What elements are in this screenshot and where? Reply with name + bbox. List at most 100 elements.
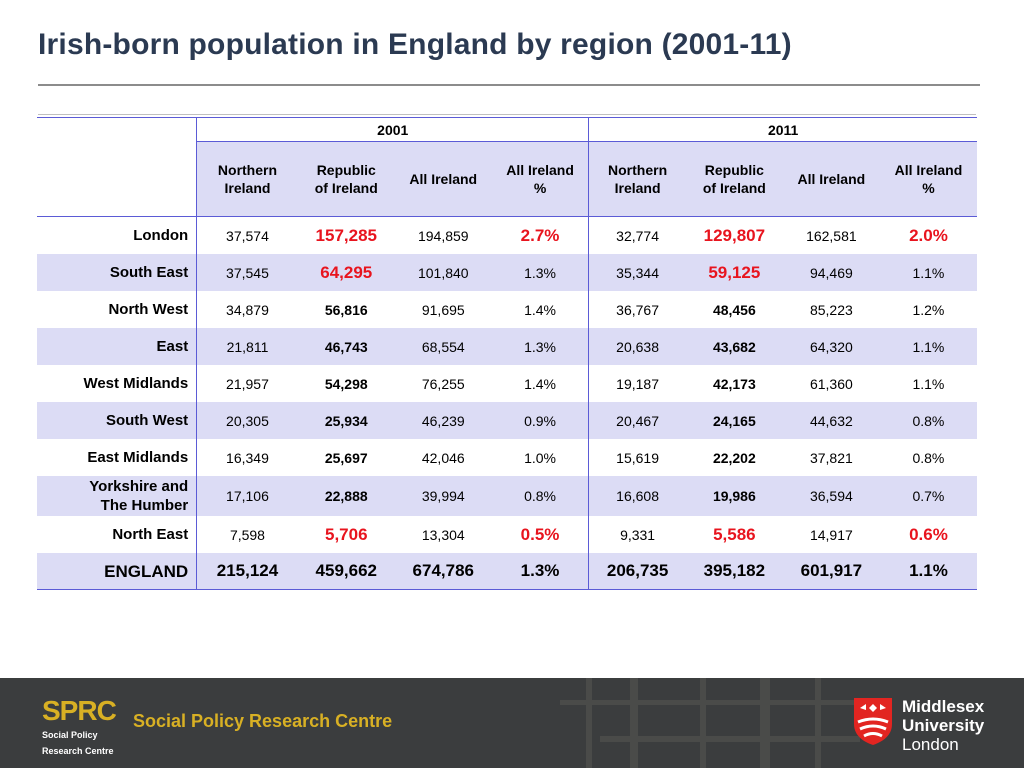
value-cell: 5,586 <box>686 516 783 553</box>
value-cell: 20,638 <box>588 328 686 365</box>
value-cell: 1.3% <box>491 328 589 365</box>
value-cell: 59,125 <box>685 254 783 291</box>
footer-pattern-stripe <box>586 678 592 768</box>
value-cell: 0.6% <box>880 516 977 553</box>
university-name: Middlesex University London <box>902 697 984 754</box>
year-header-row: 2001 2011 <box>37 117 977 217</box>
page-title: Irish-born population in England by regi… <box>38 28 792 61</box>
column-header-line: Northern <box>608 162 668 178</box>
region-label-line: East <box>156 338 189 355</box>
bold-value: 48,456 <box>712 301 756 318</box>
value-cell: 44,632 <box>782 402 880 439</box>
column-header: Republic of Ireland <box>685 141 783 217</box>
value-cell: 19,187 <box>588 365 686 402</box>
value-cell: 25,934 <box>297 402 395 439</box>
footer-pattern-stripe <box>815 678 821 768</box>
table-row: East Midlands 16,349 25,697 42,046 1.0% 15,61… <box>37 439 977 476</box>
value-cell: 25,697 <box>298 439 395 476</box>
value-cell: 1.3% <box>491 553 589 590</box>
value-cell: 395,182 <box>685 553 783 590</box>
bold-value: 43,682 <box>712 338 756 355</box>
table-row: Yorkshire and The Humber 17,106 22,888 39,99… <box>37 476 977 516</box>
bold-value: 22,202 <box>712 449 756 466</box>
sprc-logo: SPRC Social Policy Research Centre <box>42 697 117 757</box>
value-cell: 0.7% <box>879 476 977 516</box>
value-cell: 459,662 <box>297 553 395 590</box>
highlighted-value: 64,295 <box>320 262 373 282</box>
bold-value: 46,743 <box>324 338 368 355</box>
total-row: ENGLAND 215,124 459,662 674,786 1.3% 206,735 3… <box>37 553 977 590</box>
value-cell: 21,957 <box>226 375 269 392</box>
value-cell: 24,165 <box>685 402 783 439</box>
column-header-line: All Ireland <box>506 162 574 178</box>
value-cell: 37,545 <box>196 254 298 291</box>
column-header-line: % <box>533 180 547 196</box>
value-cell: 5,706 <box>298 516 395 553</box>
value-cell: 215,124 <box>196 553 298 590</box>
column-header-line: of Ireland <box>314 180 378 196</box>
value-cell: 32,774 <box>588 216 686 254</box>
column-header: All Ireland% <box>491 141 589 217</box>
table-row: East 21,811 46,743 68,554 1.3% 20,638 43,682 64… <box>37 328 977 365</box>
value-cell: 20,305 <box>196 402 298 439</box>
column-header-line: Northern <box>217 162 278 178</box>
value-cell: 2.7% <box>492 217 589 255</box>
value-cell: 48,456 <box>686 291 783 328</box>
value-cell: 0.8% <box>491 476 589 516</box>
value-cell: 20,467 <box>588 402 686 439</box>
table-row: West Midlands 21,957 54,298 76,255 1.4% 19,18… <box>37 365 977 402</box>
value-cell: 13,304 <box>421 526 465 543</box>
value-cell: 1.4% <box>524 301 557 318</box>
region-cell: North East <box>37 516 198 553</box>
highlighted-value: 5,706 <box>324 524 368 544</box>
region-label-line: London <box>133 227 189 244</box>
highlighted-value: 2.7% <box>520 225 560 245</box>
university-name-line: Middlesex <box>902 697 985 716</box>
sprc-name: Social Policy Research Centre <box>133 711 393 731</box>
value-cell: 56,816 <box>298 291 395 328</box>
footer-pattern-stripe <box>600 736 860 742</box>
bold-value: 25,934 <box>324 412 368 429</box>
column-header-line: All Ireland <box>409 171 478 187</box>
region-cell: South East <box>37 254 198 291</box>
value-cell: 101,840 <box>394 254 492 291</box>
region-cell: London <box>37 216 198 254</box>
value-cell: 39,994 <box>394 476 492 516</box>
value-cell: 35,344 <box>588 254 686 291</box>
column-header: Northern Ireland <box>196 141 298 217</box>
value-cell: 0.5% <box>492 516 589 553</box>
value-cell: 64,295 <box>297 254 395 291</box>
highlighted-value: 59,125 <box>708 262 761 282</box>
bold-value: 54,298 <box>324 375 368 392</box>
value-cell: 601,917 <box>782 553 880 590</box>
region-label-line: North West <box>108 301 189 318</box>
column-header-line: of Ireland <box>702 180 766 196</box>
value-cell: 17,106 <box>196 476 298 516</box>
value-cell: 1.3% <box>491 254 589 291</box>
column-header-line: All Ireland <box>797 171 866 187</box>
bold-value: 42,173 <box>712 375 756 392</box>
column-header: Republic of Ireland <box>297 141 395 217</box>
highlighted-value: 0.5% <box>520 524 560 544</box>
irish-born-population-table: 2001 2011 Northern Ireland Republic of Irel… <box>37 117 977 590</box>
value-cell: 206,735 <box>588 553 686 590</box>
bold-value: 25,697 <box>324 449 368 466</box>
value-cell: 42,173 <box>686 365 783 402</box>
column-header-line: Republic <box>316 162 376 178</box>
region-cell: South West <box>37 402 198 439</box>
value-cell: 46,239 <box>394 402 492 439</box>
value-cell: 22,888 <box>297 476 395 516</box>
highlighted-value: 129,807 <box>703 225 766 245</box>
value-cell: 54,298 <box>298 365 395 402</box>
column-header: Northern Ireland <box>588 141 686 217</box>
value-cell: 1.0% <box>524 449 557 466</box>
value-cell: 36,594 <box>782 476 880 516</box>
value-cell: 674,786 <box>394 553 492 590</box>
value-cell: 14,917 <box>809 526 853 543</box>
region-cell: North West <box>37 291 198 328</box>
column-header: All Ireland <box>782 141 880 217</box>
bold-value: 19,986 <box>712 488 756 504</box>
table-top-rule <box>38 114 976 115</box>
table-row: North West 34,879 56,816 91,695 1.4% 36,767 48… <box>37 291 977 328</box>
value-cell: 36,767 <box>588 291 686 328</box>
